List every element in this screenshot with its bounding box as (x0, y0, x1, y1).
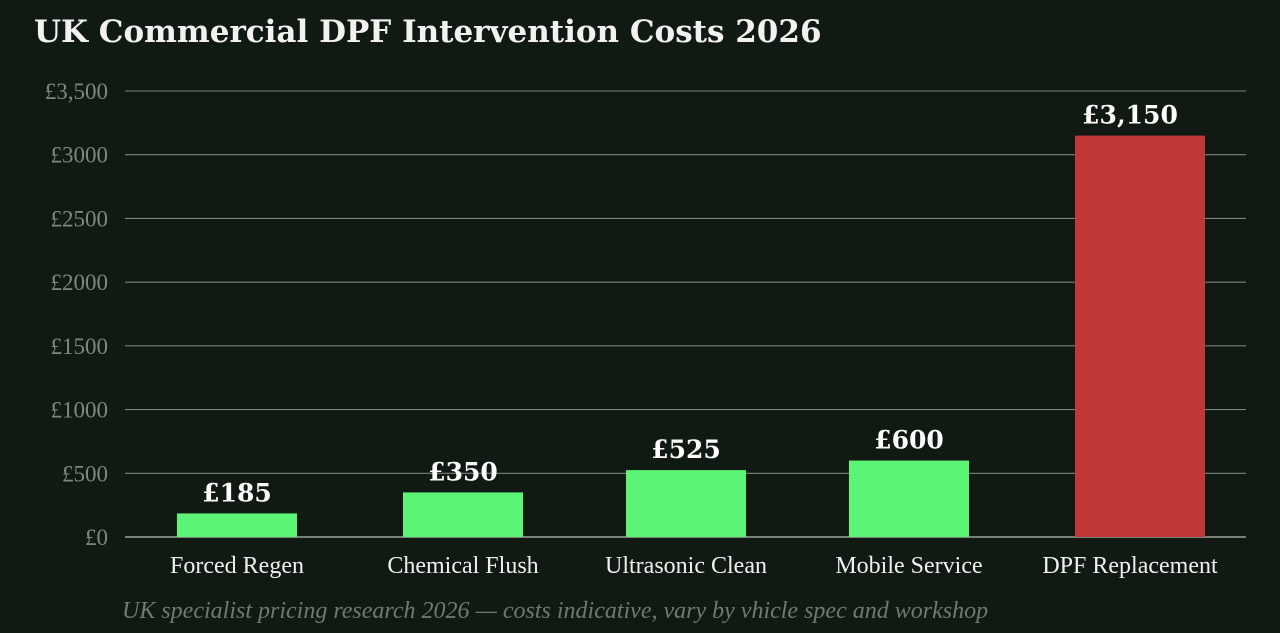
y-tick-label: £0 (85, 525, 108, 550)
y-tick-label: £1500 (51, 334, 109, 359)
bar (1075, 135, 1205, 537)
bar (849, 460, 969, 537)
y-tick-label: £2000 (51, 270, 109, 295)
y-tick-label: £3,500 (45, 79, 108, 104)
data-labels: £185 £350 £525 £600 £3,150 (202, 101, 1178, 508)
x-axis-ticks: Forced Regen Chemical Flush Ultrasonic Cle… (170, 553, 1218, 579)
x-tick-label: DPF Replacement (1042, 553, 1218, 579)
data-label: £525 (651, 435, 721, 464)
chart-caption: UK specialist pricing research 2026 — co… (122, 598, 989, 624)
bar (403, 492, 523, 537)
x-tick-label: Forced Regen (170, 553, 304, 579)
x-tick-label: Ultrasonic Clean (605, 553, 767, 579)
chart-title: UK Commercial DPF Intervention Costs 202… (34, 14, 822, 50)
x-tick-label: Mobile Service (835, 553, 982, 579)
data-label: £3,150 (1082, 101, 1178, 130)
y-tick-label: £1000 (51, 398, 109, 423)
bars (177, 135, 1205, 537)
y-axis-ticks: £0 £500 £1000 £1500 £2000 £2500 £3000 £3,500 (45, 79, 108, 550)
y-tick-label: £500 (62, 461, 108, 486)
data-label: £185 (202, 478, 272, 507)
x-tick-label: Chemical Flush (387, 553, 538, 579)
y-tick-label: £3000 (51, 143, 109, 168)
bar (626, 470, 746, 537)
y-tick-label: £2500 (51, 206, 109, 231)
bar (177, 513, 297, 537)
data-label: £350 (428, 457, 498, 486)
data-label: £600 (874, 426, 944, 455)
